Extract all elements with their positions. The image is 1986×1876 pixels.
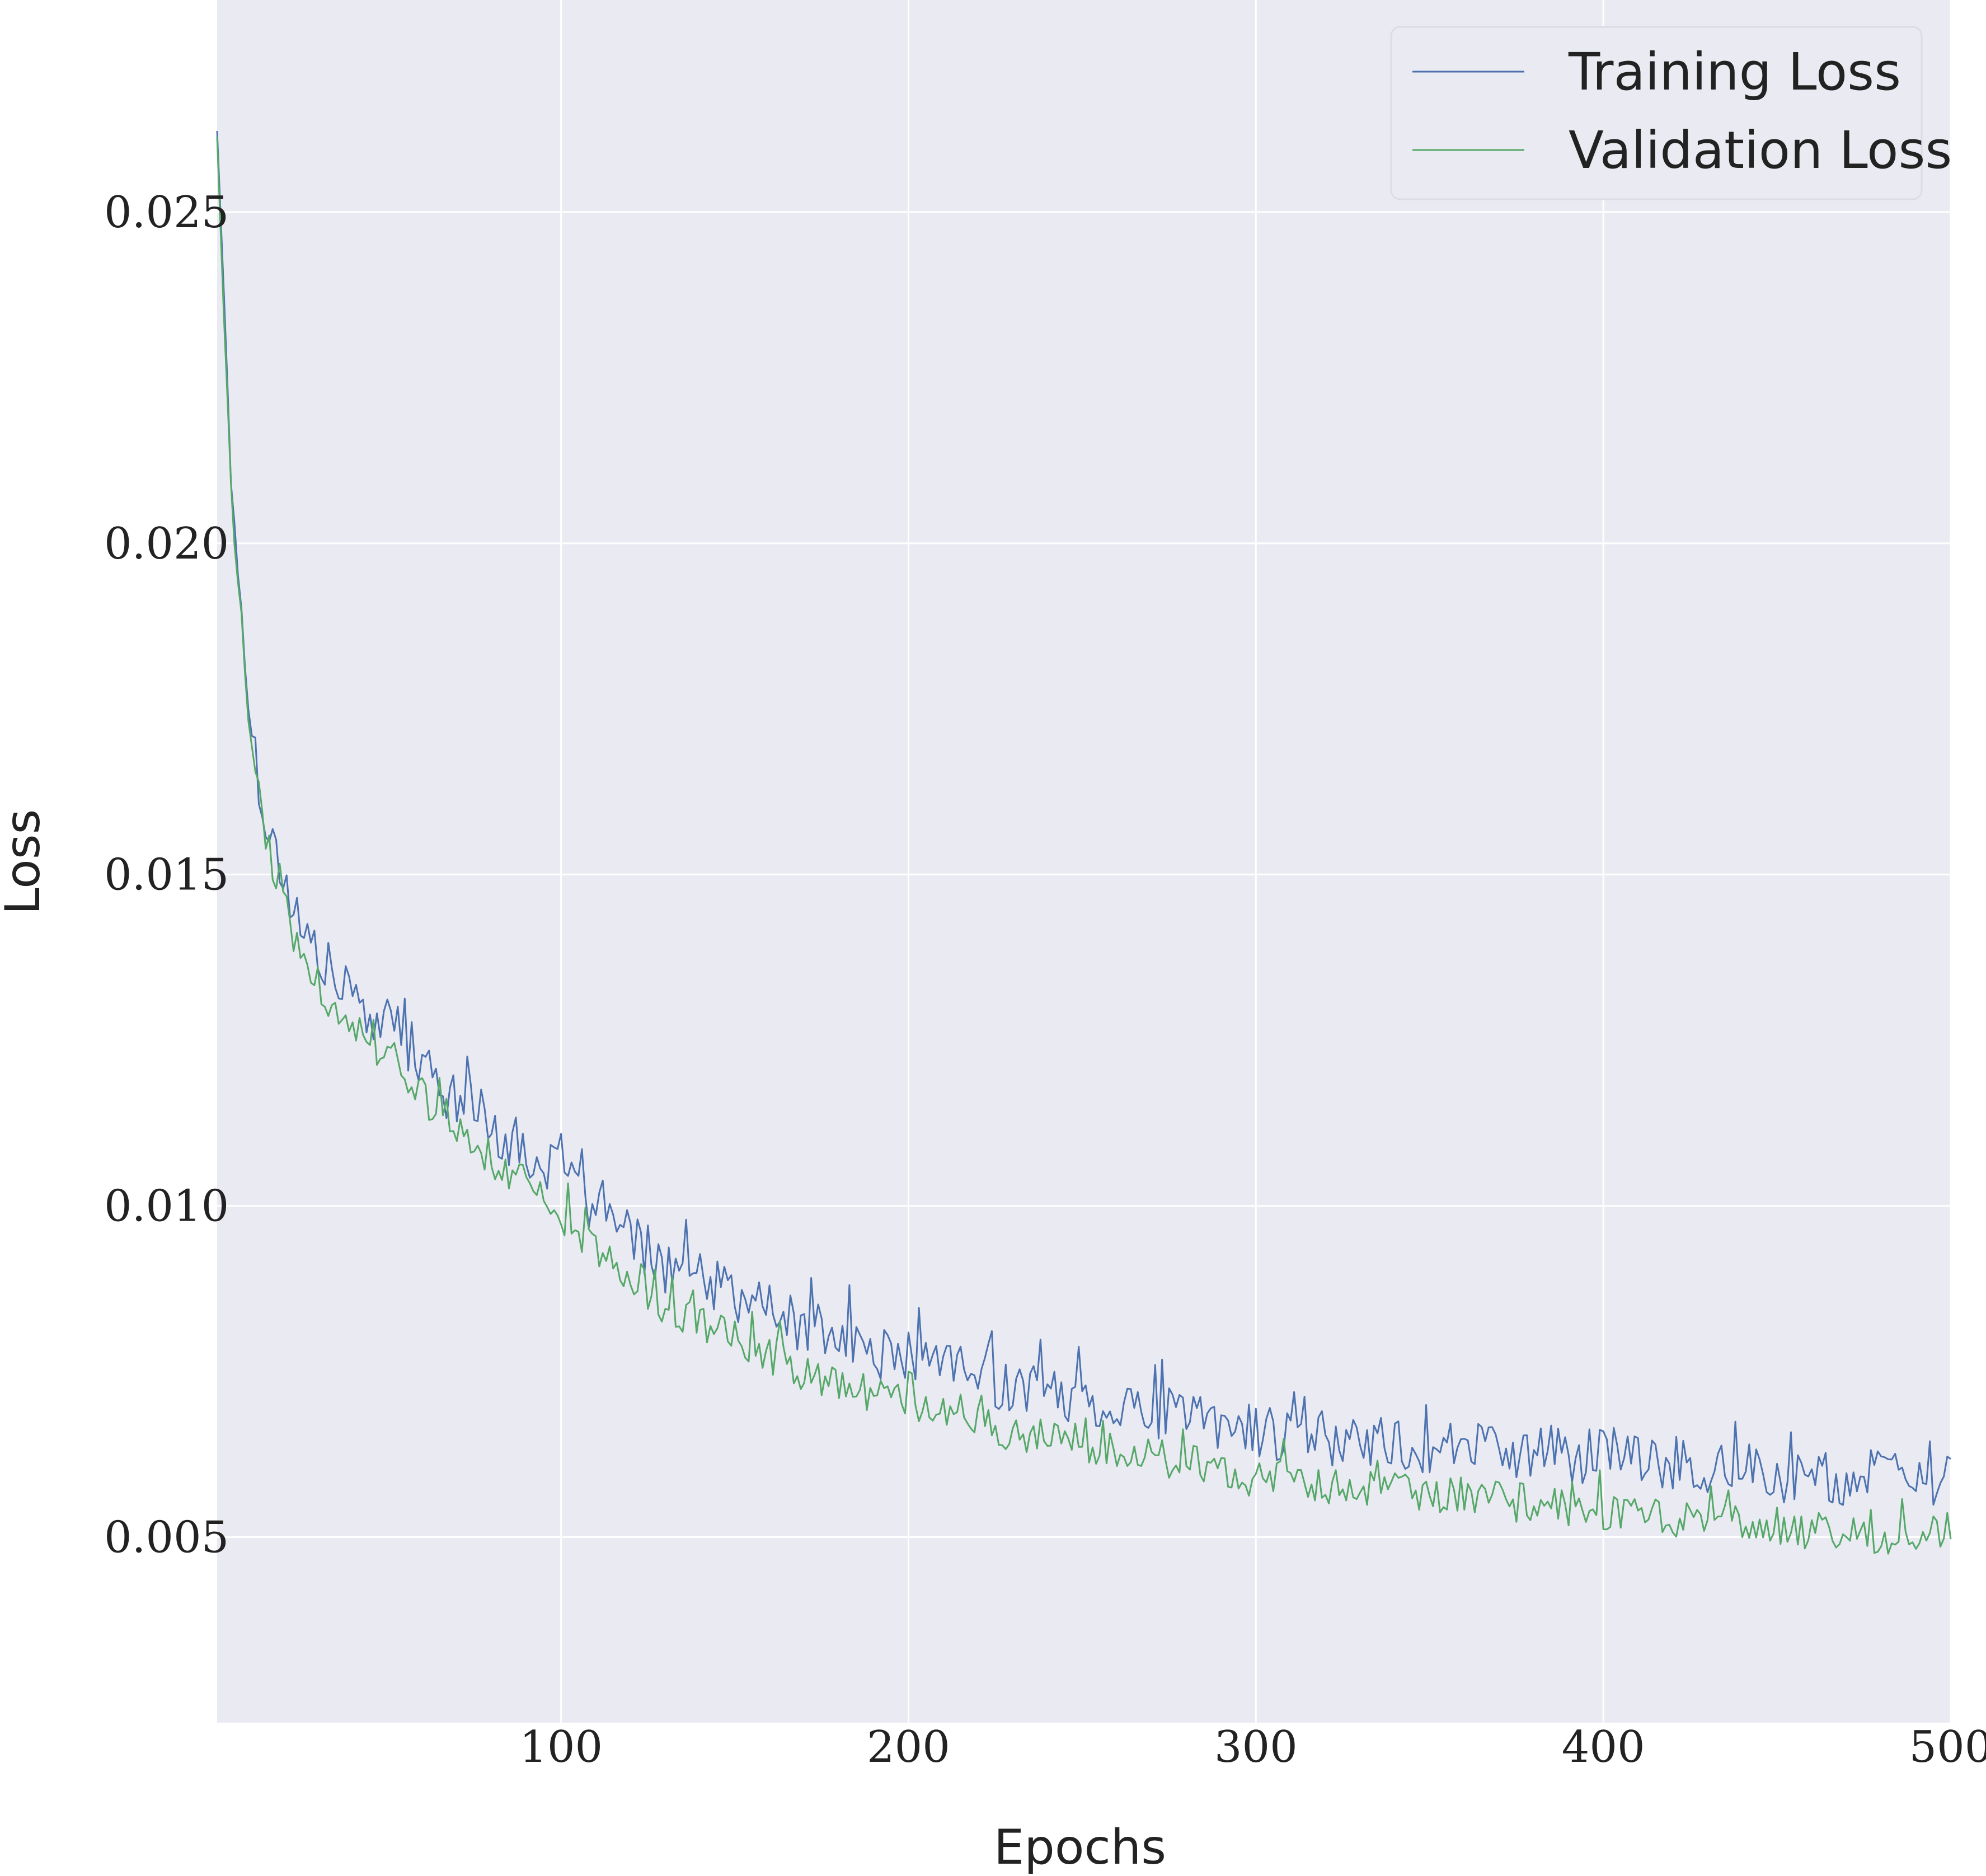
x-tick-label: 200 <box>867 1722 950 1772</box>
series-line-validation-loss <box>216 137 1952 1555</box>
x-tick-labels: 100 200 300 400 500 <box>519 1722 1986 1772</box>
legend: Training Loss Validation Loss <box>1390 26 1952 200</box>
x-axis-label: Epochs <box>994 1819 1166 1875</box>
y-axis-label: Loss <box>0 809 51 915</box>
y-tick-label: 0.005 <box>104 1513 229 1563</box>
y-tick-labels: 0.005 0.010 0.015 0.020 0.025 <box>104 187 229 1563</box>
x-tick-label: 300 <box>1214 1722 1298 1772</box>
y-tick-label: 0.015 <box>104 850 229 901</box>
legend-label-training: Training Loss <box>1568 42 1901 102</box>
x-tick-label: 100 <box>519 1722 603 1772</box>
legend-label-validation: Validation Loss <box>1569 120 1952 180</box>
series-layer <box>216 131 1952 1555</box>
series-line-training-loss <box>216 131 1951 1506</box>
y-tick-label: 0.025 <box>104 187 229 238</box>
y-tick-label: 0.010 <box>104 1181 229 1232</box>
x-tick-label: 500 <box>1909 1722 1986 1772</box>
legend-box <box>1390 26 1923 200</box>
grid-lines <box>217 0 1952 1723</box>
y-tick-label: 0.020 <box>104 519 229 569</box>
x-tick-label: 400 <box>1562 1722 1645 1772</box>
